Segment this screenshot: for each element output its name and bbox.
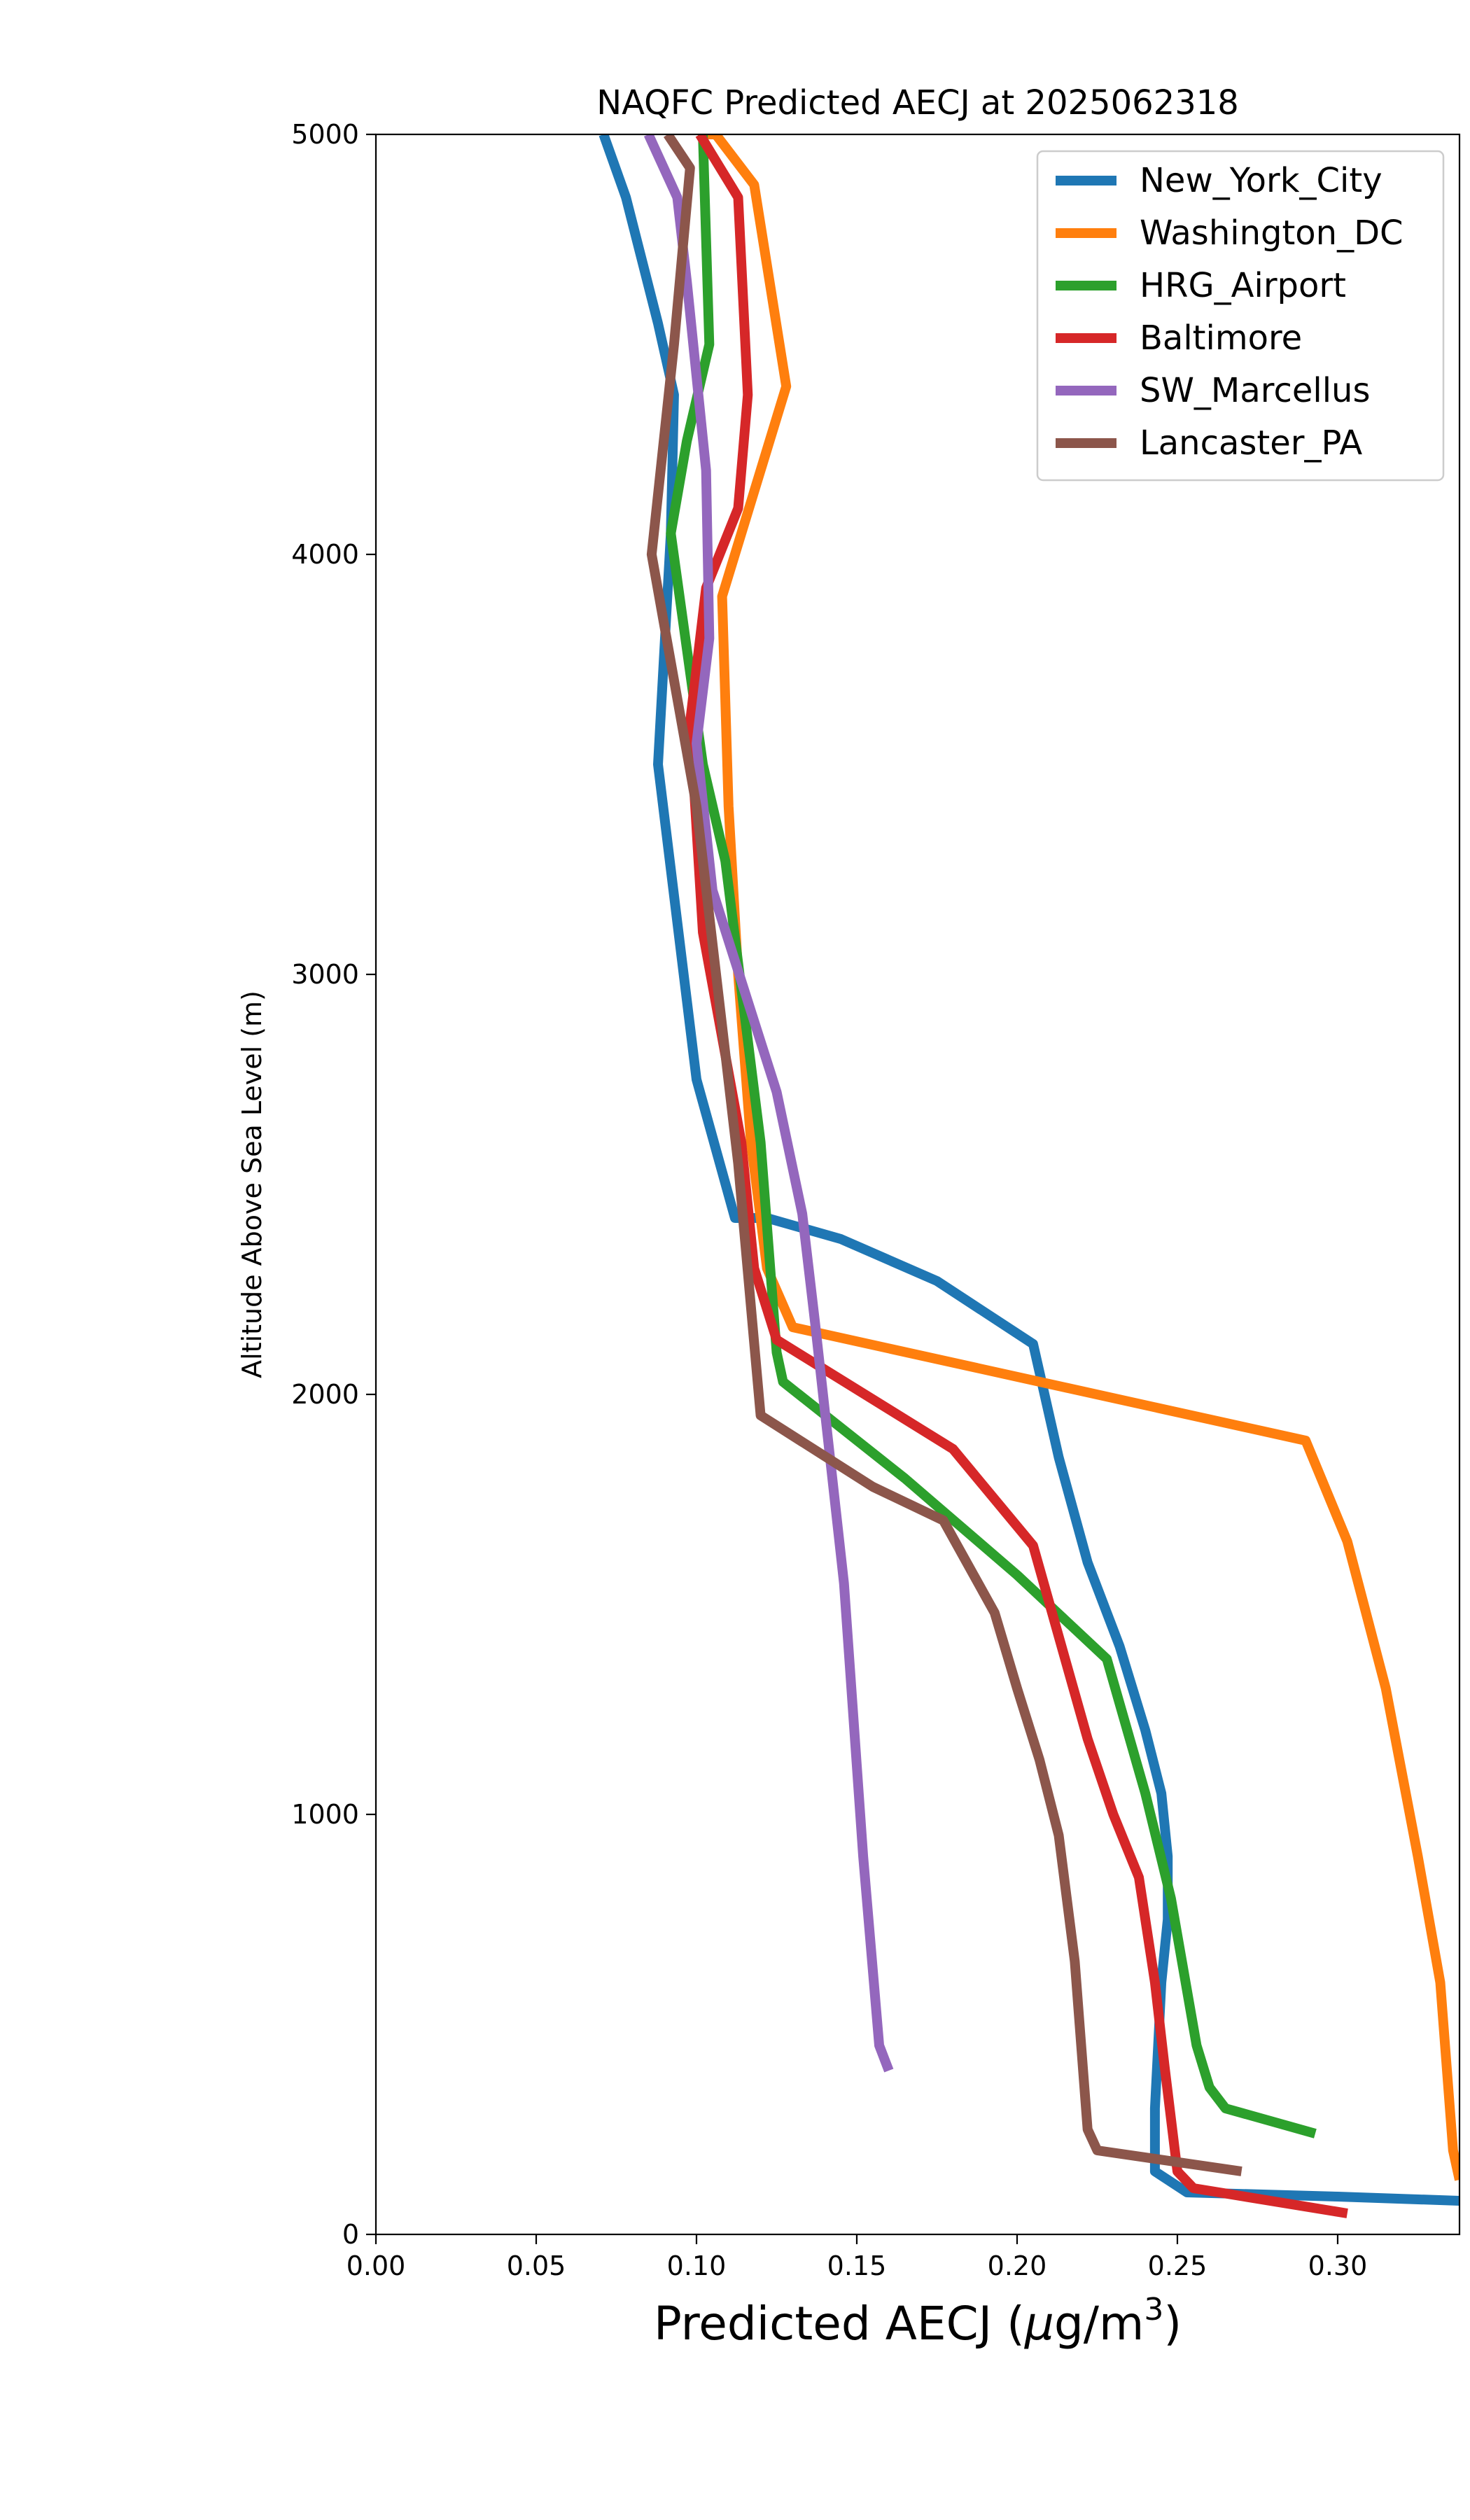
legend-label: HRG_Airport: [1140, 266, 1346, 305]
y-tick-label: 3000: [291, 959, 359, 990]
x-tick-label: 0.05: [507, 2250, 566, 2281]
x-axis-label-suffix: ): [1163, 2297, 1182, 2351]
plot-frame: [374, 133, 1461, 2236]
x-axis-label-unit: g/m: [1054, 2297, 1144, 2351]
x-axis: 0.00 0.05 0.10 0.15 0.20 0.25 0.30: [346, 2234, 1368, 2281]
series-line-baltimore: [685, 134, 1348, 2218]
x-tick-label: 0.30: [1308, 2250, 1368, 2281]
x-axis-label: Predicted AECJ (μg/m3): [654, 2292, 1182, 2351]
y-tick-label: 1000: [291, 1799, 359, 1830]
chart-title: NAQFC Predicted AECJ at 2025062318: [596, 83, 1239, 122]
x-tick-label: 0.25: [1148, 2250, 1208, 2281]
series-line-sw-marcellus: [643, 134, 894, 2073]
y-tick-label: 0: [342, 2219, 359, 2250]
y-tick-label: 4000: [291, 539, 359, 570]
y-tick-label: 5000: [291, 119, 359, 150]
legend: New_York_City Washington_DC HRG_Airport Bal…: [1036, 150, 1445, 482]
series-line-lancaster-pa: [646, 134, 1242, 2176]
x-tick-label: 0.10: [667, 2250, 727, 2281]
x-tick-label: 0.15: [827, 2250, 887, 2281]
y-axis-label: Altitude Above Sea Level (m): [237, 990, 267, 1378]
legend-label: New_York_City: [1140, 161, 1382, 200]
legend-frame: [1036, 150, 1445, 482]
y-axis: 0 1000 2000 3000 4000 5000: [291, 119, 376, 2250]
legend-label: SW_Marcellus: [1140, 371, 1370, 410]
x-axis-label-prefix: Predicted AECJ (: [654, 2297, 1025, 2351]
legend-label: Washington_DC: [1140, 214, 1404, 253]
x-axis-label-mu: μ: [1024, 2297, 1054, 2351]
x-axis-label-superscript: 3: [1144, 2292, 1163, 2328]
legend-entries: New_York_City Washington_DC HRG_Airport Bal…: [1056, 161, 1404, 463]
x-tick-label: 0.00: [346, 2250, 406, 2281]
legend-label: Lancaster_PA: [1140, 424, 1362, 463]
y-tick-label: 2000: [291, 1379, 359, 1410]
series-line-hrg-airport: [666, 134, 1317, 2138]
series-layer: [598, 134, 1460, 2218]
x-tick-label: 0.20: [988, 2250, 1047, 2281]
legend-label: Baltimore: [1140, 318, 1302, 358]
series-line-washington-dc: [703, 134, 1460, 2181]
